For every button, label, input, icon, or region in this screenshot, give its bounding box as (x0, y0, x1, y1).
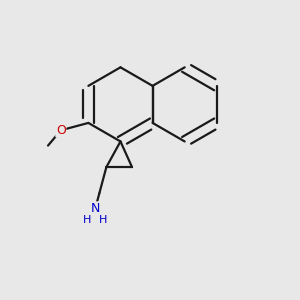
Text: O: O (56, 124, 66, 137)
Text: N: N (91, 202, 100, 215)
Text: methoxy: methoxy (8, 141, 45, 150)
Text: H: H (99, 215, 107, 225)
Text: H: H (83, 215, 92, 225)
